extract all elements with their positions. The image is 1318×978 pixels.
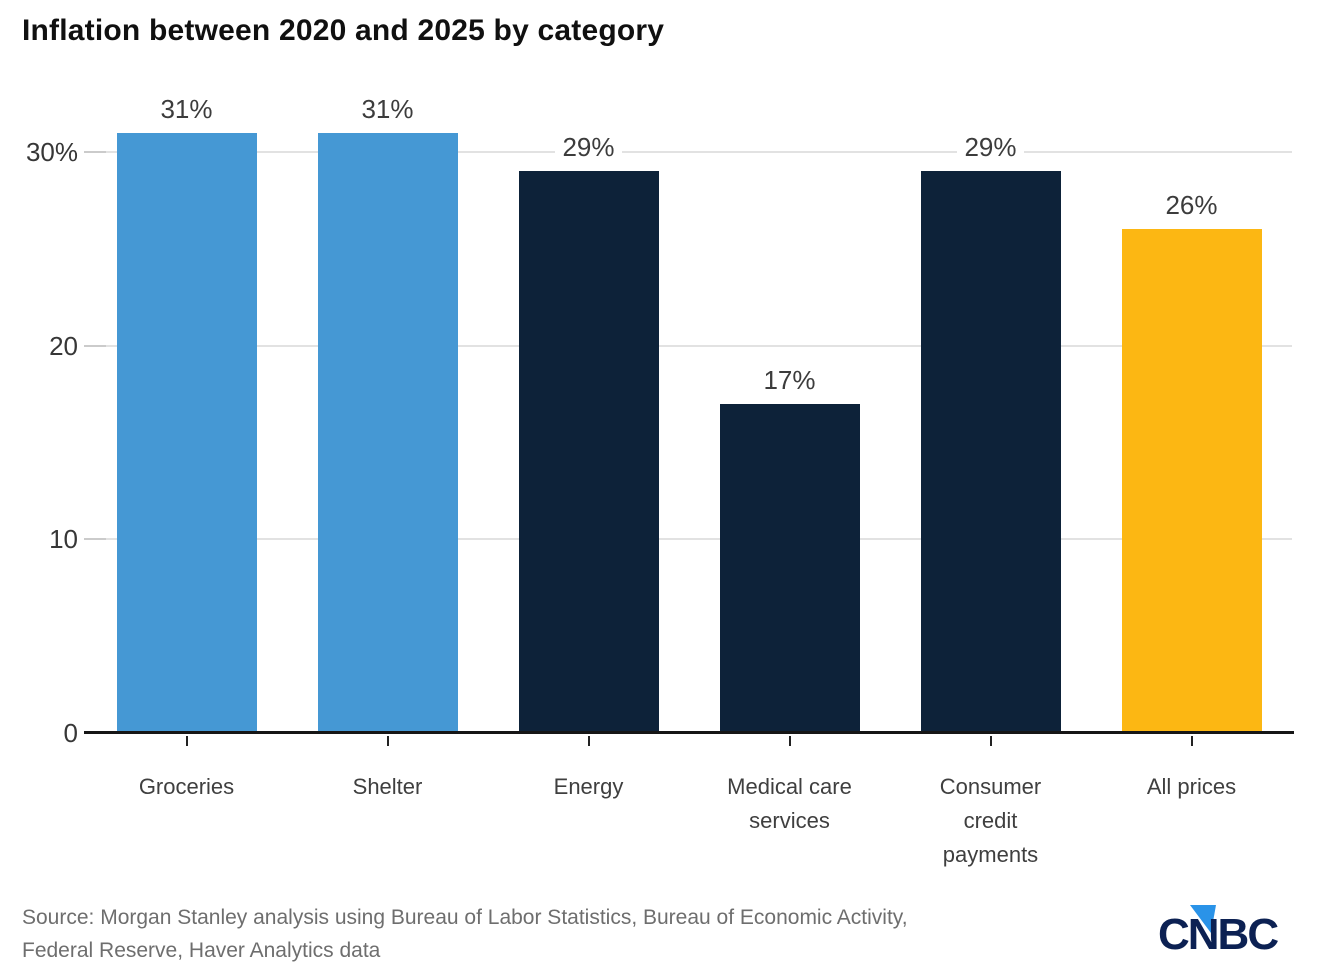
bar-value-label: 31%	[308, 93, 468, 125]
cnbc-logo-text: CNBC	[1158, 910, 1278, 958]
bar-value-text: 29%	[957, 132, 1024, 163]
bar-value-text: 17%	[756, 364, 823, 395]
bar-value-text: 31%	[354, 93, 421, 124]
y-axis-tick-label: 20	[49, 330, 78, 361]
y-axis-tick	[84, 344, 106, 347]
x-axis-tick	[386, 736, 389, 746]
bar-value-label: 29%	[509, 132, 669, 163]
bar-value-label: 26%	[1112, 190, 1272, 221]
x-axis-tick	[989, 736, 992, 746]
cnbc-logo: CNBC	[1158, 905, 1280, 958]
y-axis-tick	[84, 538, 106, 541]
gridline	[86, 151, 1292, 153]
bar-energy	[518, 171, 659, 733]
gridline	[86, 344, 1292, 347]
x-axis-tick	[1190, 736, 1193, 746]
bar-all-prices	[1121, 229, 1262, 733]
x-axis-category-label: Energy	[553, 774, 624, 799]
y-axis-tick-label: 10	[49, 524, 78, 555]
chart-title: Inflation between 2020 and 2025 by categ…	[22, 14, 665, 47]
bar-value-text: 26%	[1158, 190, 1225, 221]
x-axis-category-label: Medical care services	[727, 774, 852, 833]
bar-consumer	[920, 171, 1061, 733]
x-axis-tick	[788, 736, 791, 746]
y-axis-tick-label: 0	[63, 718, 78, 748]
source-attribution: Source: Morgan Stanley analysis using Bu…	[22, 906, 908, 962]
x-axis-tick	[587, 736, 590, 746]
bar-value-label: 29%	[911, 132, 1071, 163]
x-axis-tick	[185, 736, 188, 746]
cnbc-peacock-triangle-icon	[1190, 905, 1216, 933]
x-axis-category-label: Consumer credit payments	[939, 774, 1042, 867]
x-axis-line	[84, 731, 1294, 734]
gridline	[86, 538, 1292, 541]
x-axis-category-label: All prices	[1146, 774, 1237, 799]
bar-value-text: 31%	[153, 93, 220, 124]
bar-medical-care	[719, 403, 860, 733]
bar-groceries	[116, 132, 257, 733]
bar-value-label: 17%	[710, 364, 870, 396]
y-axis-tick	[84, 151, 106, 153]
bar-value-label: 31%	[107, 93, 267, 125]
x-axis-category-label: Shelter	[352, 774, 423, 799]
bar-value-text: 29%	[555, 132, 622, 163]
x-axis-category-label: Groceries	[138, 774, 235, 799]
bar-shelter	[317, 132, 458, 733]
y-axis-tick-label: 30%	[25, 137, 78, 167]
